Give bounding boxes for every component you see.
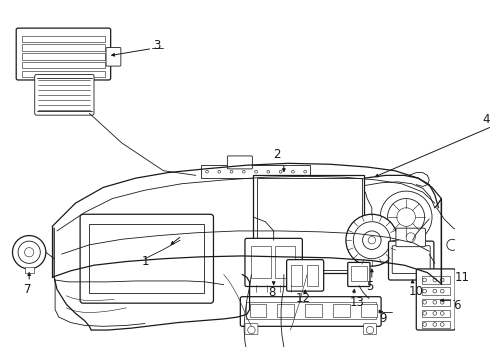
Circle shape [243, 170, 245, 173]
Text: 11: 11 [455, 271, 470, 284]
Bar [333, 304, 349, 317]
Circle shape [304, 170, 307, 173]
Circle shape [255, 170, 257, 173]
Circle shape [353, 222, 391, 259]
Bar [24, 267, 34, 273]
FancyBboxPatch shape [416, 269, 455, 330]
Circle shape [433, 278, 437, 282]
FancyBboxPatch shape [396, 228, 425, 247]
Bar [305, 304, 322, 317]
Circle shape [423, 311, 426, 315]
Bar [291, 265, 302, 285]
Circle shape [441, 289, 444, 293]
FancyBboxPatch shape [227, 156, 252, 169]
Bar [249, 304, 266, 317]
FancyBboxPatch shape [245, 324, 258, 335]
Bar [422, 287, 450, 295]
Text: 12: 12 [296, 292, 311, 305]
FancyBboxPatch shape [348, 262, 370, 287]
Circle shape [267, 170, 270, 173]
Circle shape [368, 237, 375, 244]
FancyBboxPatch shape [16, 28, 111, 80]
Bar [22, 71, 105, 77]
Circle shape [433, 289, 437, 293]
Circle shape [423, 300, 426, 304]
Text: 13: 13 [349, 296, 365, 309]
FancyBboxPatch shape [364, 324, 376, 335]
Bar [274, 246, 295, 278]
Text: 6: 6 [453, 298, 461, 311]
Bar [422, 298, 450, 306]
Text: 2: 2 [273, 148, 281, 161]
Bar [246, 302, 375, 319]
Bar [22, 44, 105, 51]
Text: 3: 3 [153, 39, 161, 52]
Circle shape [279, 170, 282, 173]
Circle shape [218, 170, 220, 173]
Circle shape [397, 208, 416, 226]
Circle shape [363, 231, 381, 249]
FancyBboxPatch shape [389, 241, 434, 280]
Text: 1: 1 [141, 255, 148, 268]
Circle shape [447, 239, 458, 251]
Circle shape [18, 241, 40, 264]
Circle shape [433, 300, 437, 304]
Bar [257, 178, 362, 270]
Circle shape [206, 170, 208, 173]
Bar [200, 165, 310, 178]
Text: 7: 7 [24, 283, 31, 296]
Circle shape [441, 323, 444, 326]
Circle shape [230, 170, 233, 173]
Circle shape [423, 278, 426, 282]
Circle shape [292, 170, 294, 173]
Bar [22, 36, 105, 42]
FancyBboxPatch shape [287, 260, 324, 291]
Bar [422, 321, 450, 328]
Circle shape [423, 323, 426, 326]
Text: 4: 4 [482, 113, 490, 126]
Bar [22, 62, 105, 68]
Circle shape [24, 248, 34, 257]
Bar [89, 224, 204, 293]
Bar [422, 310, 450, 317]
Bar [22, 53, 105, 60]
Text: 5: 5 [367, 280, 374, 293]
Text: 10: 10 [409, 285, 424, 298]
Bar [253, 175, 365, 273]
Bar [250, 246, 271, 278]
Bar [361, 304, 377, 317]
Bar [350, 266, 367, 281]
Bar [277, 304, 294, 317]
Circle shape [441, 278, 444, 282]
Circle shape [388, 198, 425, 235]
FancyBboxPatch shape [80, 214, 214, 303]
Bar [422, 276, 450, 284]
Text: 8: 8 [268, 287, 275, 300]
Circle shape [441, 300, 444, 304]
Circle shape [433, 323, 437, 326]
FancyBboxPatch shape [35, 75, 94, 115]
Circle shape [406, 233, 416, 242]
FancyBboxPatch shape [106, 48, 121, 66]
FancyBboxPatch shape [240, 297, 381, 326]
Circle shape [367, 326, 374, 334]
FancyBboxPatch shape [458, 234, 490, 256]
Circle shape [346, 214, 398, 266]
Bar [307, 265, 318, 285]
Text: 9: 9 [379, 312, 387, 325]
Circle shape [423, 289, 426, 293]
Circle shape [433, 311, 437, 315]
Circle shape [441, 311, 444, 315]
Circle shape [380, 191, 432, 243]
Circle shape [248, 326, 255, 334]
FancyBboxPatch shape [392, 246, 430, 274]
FancyBboxPatch shape [245, 238, 302, 287]
Circle shape [13, 235, 46, 269]
